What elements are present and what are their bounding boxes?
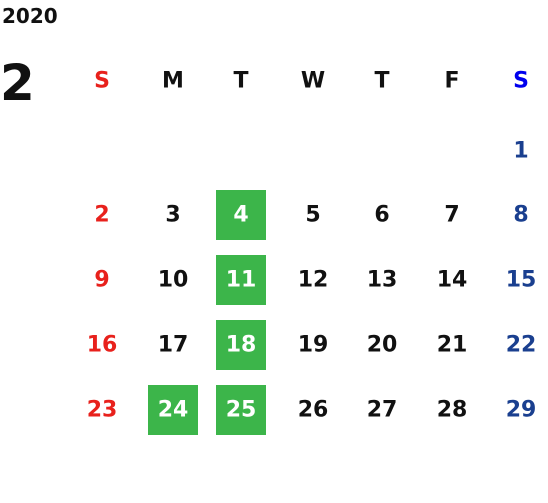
day: 11 bbox=[225, 267, 257, 293]
day: 16 bbox=[86, 332, 118, 358]
day: 4 bbox=[233, 202, 249, 228]
weekday-label: T bbox=[233, 68, 249, 94]
day: 12 bbox=[297, 267, 329, 293]
day: 21 bbox=[436, 332, 468, 358]
month: 2 bbox=[0, 54, 35, 112]
day: 29 bbox=[505, 397, 537, 423]
day: 18 bbox=[225, 332, 257, 358]
day: 14 bbox=[436, 267, 468, 293]
day: 23 bbox=[86, 397, 118, 423]
day: 28 bbox=[436, 397, 468, 423]
weekday-label: S bbox=[94, 68, 110, 94]
highlight bbox=[216, 255, 266, 305]
day: 7 bbox=[444, 202, 460, 228]
day: 15 bbox=[505, 267, 537, 293]
day: 9 bbox=[94, 267, 110, 293]
day: 20 bbox=[366, 332, 398, 358]
day: 3 bbox=[165, 202, 181, 228]
day: 6 bbox=[374, 202, 390, 228]
highlight bbox=[148, 385, 198, 435]
day: 10 bbox=[157, 267, 189, 293]
day: 27 bbox=[366, 397, 398, 423]
highlight bbox=[216, 190, 266, 240]
day: 8 bbox=[513, 202, 529, 228]
weekday-label: S bbox=[513, 68, 529, 94]
day: 1 bbox=[513, 138, 529, 164]
weekday-label: T bbox=[374, 68, 390, 94]
weekday-label: F bbox=[444, 68, 460, 94]
highlight bbox=[216, 320, 266, 370]
day: 2 bbox=[94, 202, 110, 228]
weekday-label: M bbox=[162, 68, 184, 94]
year: 2020 bbox=[2, 4, 58, 28]
day: 26 bbox=[297, 397, 329, 423]
day: 17 bbox=[157, 332, 189, 358]
day: 22 bbox=[505, 332, 537, 358]
day: 19 bbox=[297, 332, 329, 358]
highlight bbox=[216, 385, 266, 435]
weekday-label: W bbox=[300, 68, 326, 94]
day: 5 bbox=[305, 202, 321, 228]
day: 24 bbox=[157, 397, 189, 423]
day: 25 bbox=[225, 397, 257, 423]
day: 13 bbox=[366, 267, 398, 293]
